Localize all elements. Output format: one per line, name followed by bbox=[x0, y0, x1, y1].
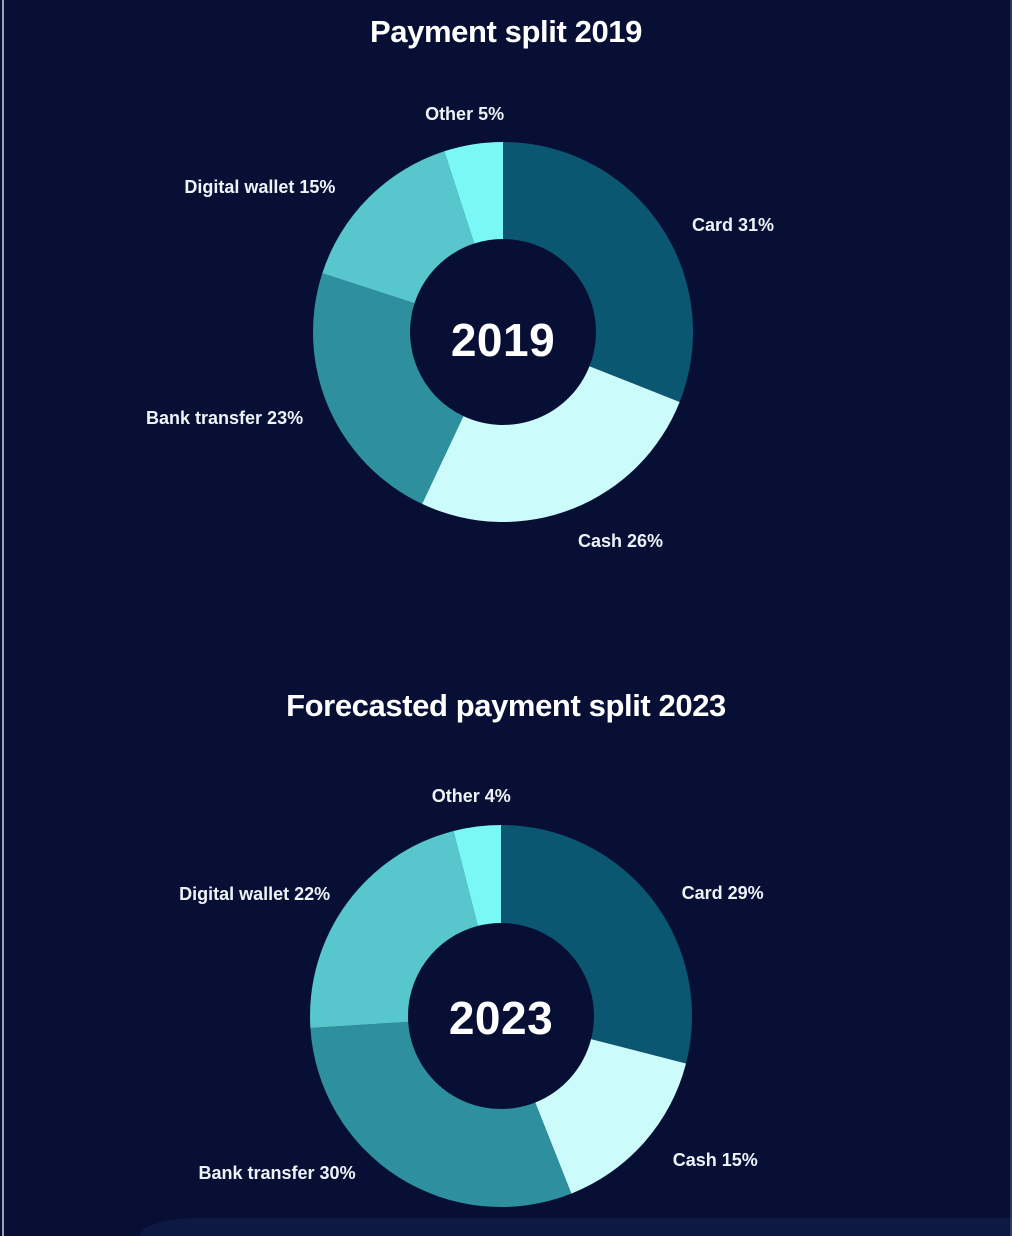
donut-center-year-2023: 2023 bbox=[448, 992, 554, 1044]
donut-center-year-2019: 2019 bbox=[450, 314, 556, 366]
slice-label-card: Card 31% bbox=[691, 215, 774, 236]
donut-slice-cash bbox=[422, 366, 680, 523]
slice-label-cash: Cash 26% bbox=[577, 530, 664, 551]
donut-slice-digital-wallet bbox=[322, 151, 475, 304]
donut-slice-other bbox=[453, 825, 501, 926]
slice-label-other: Other 4% bbox=[431, 785, 511, 806]
slice-label-card: Card 29% bbox=[681, 882, 764, 903]
donut-slice-other bbox=[444, 142, 503, 244]
slice-label-bank-transfer: Bank transfer 30% bbox=[198, 1162, 356, 1183]
donut-slice-bank-transfer bbox=[313, 273, 464, 504]
chart-title-2023: Forecasted payment split 2023 bbox=[286, 688, 726, 723]
bottom-card-edge bbox=[140, 1218, 1012, 1236]
right-edge-line bbox=[1010, 0, 1012, 1236]
slice-label-other: Other 5% bbox=[425, 103, 505, 124]
slice-label-bank-transfer: Bank transfer 23% bbox=[146, 408, 304, 429]
donut-slice-cash bbox=[535, 1039, 686, 1194]
chart-title-2019: Payment split 2019 bbox=[370, 14, 642, 49]
slice-label-digital-wallet: Digital wallet 22% bbox=[179, 884, 331, 905]
slice-label-digital-wallet: Digital wallet 15% bbox=[184, 177, 336, 198]
left-edge-line bbox=[2, 0, 4, 1236]
slice-label-cash: Cash 15% bbox=[672, 1150, 758, 1171]
